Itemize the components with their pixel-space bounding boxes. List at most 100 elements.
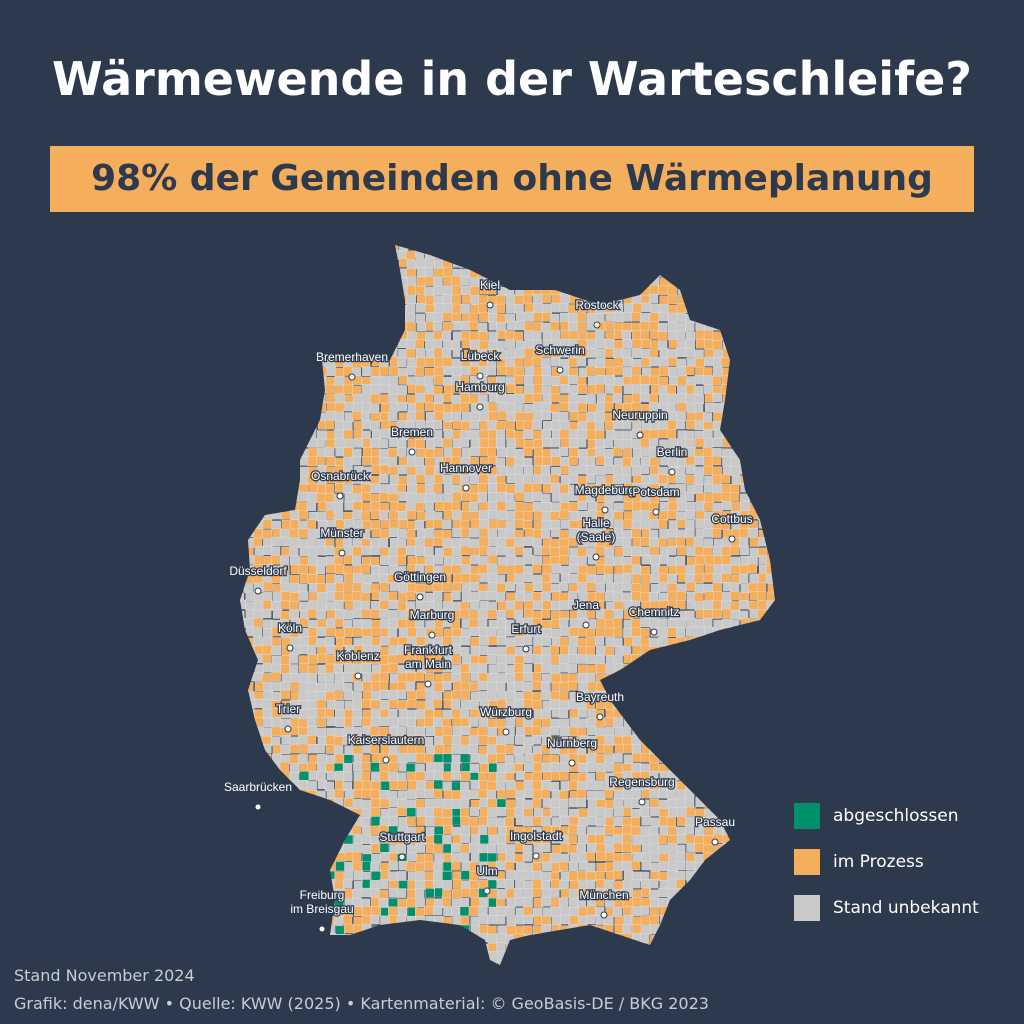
- map-region: [281, 833, 291, 844]
- map-region: [479, 834, 490, 844]
- map-region: [640, 627, 650, 638]
- map-region: [370, 961, 380, 965]
- map-region: [721, 924, 732, 935]
- map-region: [307, 807, 318, 818]
- map-region: [262, 608, 272, 619]
- map-region: [569, 852, 579, 863]
- map-region: [433, 565, 443, 575]
- map-region: [272, 934, 282, 944]
- map-region: [766, 852, 775, 862]
- map-region: [433, 245, 444, 250]
- map-region: [704, 906, 714, 916]
- map-region: [479, 501, 489, 512]
- map-region: [720, 491, 731, 502]
- map-region: [335, 284, 345, 295]
- map-region: [668, 258, 678, 268]
- map-region: [667, 348, 678, 359]
- map-region: [523, 245, 534, 250]
- map-region: [677, 699, 687, 710]
- map-region: [370, 250, 381, 260]
- map-region: [488, 267, 499, 278]
- map-region: [335, 312, 345, 322]
- map-region: [685, 303, 696, 313]
- map-region: [748, 600, 758, 611]
- map-region: [694, 664, 704, 674]
- map-region: [290, 691, 300, 701]
- map-region: [317, 969, 326, 978]
- map-region: [398, 511, 408, 521]
- map-region: [569, 943, 579, 954]
- map-region: [676, 887, 687, 898]
- map-region: [451, 582, 462, 592]
- map-region: [686, 699, 696, 709]
- map-region: [244, 403, 254, 413]
- map-region: [389, 780, 399, 790]
- map-region: [775, 836, 784, 845]
- map-region: [272, 268, 282, 278]
- map-region: [713, 266, 724, 277]
- map-region: [738, 763, 749, 773]
- map-region: [415, 763, 425, 773]
- map-region: [533, 762, 543, 772]
- map-region: [397, 294, 407, 304]
- map-region: [352, 799, 363, 809]
- map-region: [245, 807, 256, 817]
- map-region: [325, 636, 335, 647]
- map-region: [776, 673, 785, 682]
- map-region: [722, 456, 732, 466]
- map-region: [388, 906, 398, 916]
- map-region: [685, 365, 695, 376]
- map-region: [631, 466, 642, 476]
- map-region: [668, 304, 678, 315]
- map-region: [460, 393, 470, 403]
- map-region: [469, 951, 480, 962]
- map-region: [667, 754, 677, 764]
- map-region: [425, 934, 435, 944]
- map-region: [477, 655, 488, 666]
- map-region: [703, 501, 714, 512]
- map-region: [541, 933, 551, 943]
- map-region: [774, 510, 775, 520]
- map-region: [542, 438, 552, 448]
- map-region: [254, 907, 264, 917]
- map-region: [765, 790, 775, 800]
- map-region: [730, 951, 740, 962]
- map-region: [451, 411, 461, 422]
- map-region: [694, 564, 704, 574]
- map-region: [459, 474, 470, 485]
- map-region: [558, 654, 569, 664]
- map-region: [379, 484, 389, 494]
- map-region: [515, 879, 525, 890]
- map-region: [550, 771, 561, 781]
- map-region: [299, 303, 309, 314]
- map-region: [407, 357, 417, 368]
- map-region: [370, 952, 380, 963]
- map-region: [541, 591, 551, 602]
- map-region: [442, 438, 452, 448]
- map-region: [270, 245, 281, 251]
- map-region: [776, 340, 785, 349]
- map-region: [240, 295, 246, 306]
- map-region: [694, 466, 704, 476]
- map-region: [576, 312, 587, 322]
- map-region: [694, 375, 704, 385]
- map-region: [433, 871, 443, 882]
- map-region: [739, 843, 749, 854]
- map-region: [623, 384, 633, 395]
- map-region: [470, 286, 480, 296]
- map-region: [352, 691, 362, 701]
- map-region: [487, 933, 498, 944]
- map-region: [641, 339, 652, 349]
- map-region: [704, 763, 714, 773]
- map-region: [720, 790, 731, 800]
- map-region: [559, 969, 568, 978]
- map-region: [298, 340, 309, 350]
- map-region: [533, 951, 543, 961]
- map-region: [316, 313, 327, 323]
- map-region: [334, 385, 344, 395]
- map-region: [767, 808, 775, 819]
- map-region: [693, 933, 704, 943]
- map-region: [245, 358, 256, 368]
- map-region: [713, 428, 723, 439]
- map-region: [443, 790, 454, 800]
